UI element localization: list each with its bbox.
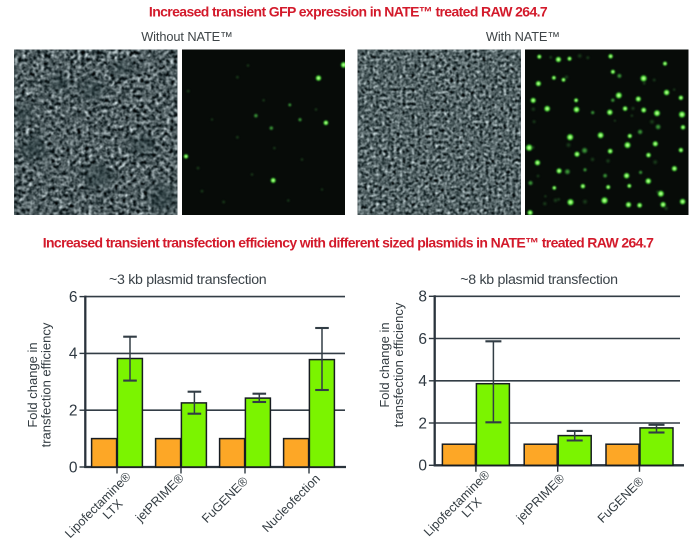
svg-text:transfection efficiency: transfection efficiency	[38, 322, 53, 447]
svg-text:Lipofectamine®LTX: Lipofectamine®LTX	[421, 467, 503, 539]
svg-text:FuGENE®: FuGENE®	[595, 473, 647, 525]
svg-text:Fold change in: Fold change in	[25, 342, 40, 427]
svg-text:Lipofectamine®LTX: Lipofectamine®LTX	[62, 469, 144, 539]
svg-text:jetPRIME®: jetPRIME®	[132, 470, 187, 525]
svg-text:4: 4	[418, 373, 427, 390]
svg-text:transfection efficiency: transfection efficiency	[391, 302, 406, 427]
svg-text:0: 0	[418, 458, 427, 475]
svg-text:Increased transient transfecti: Increased transient transfection efficie…	[43, 235, 654, 251]
svg-text:0: 0	[69, 459, 78, 476]
svg-text:Nucleofection: Nucleofection	[259, 471, 322, 534]
svg-text:~3 kb plasmid transfection: ~3 kb plasmid transfection	[109, 272, 266, 288]
svg-text:jetPRIME®: jetPRIME®	[513, 471, 568, 526]
svg-text:6: 6	[418, 331, 427, 348]
svg-text:2: 2	[418, 415, 427, 432]
svg-text:6: 6	[69, 289, 78, 306]
svg-text:~8 kb plasmid transfection: ~8 kb plasmid transfection	[460, 272, 617, 288]
svg-text:4: 4	[69, 346, 78, 363]
svg-text:FuGENE®: FuGENE®	[199, 473, 251, 525]
svg-text:With NATE™: With NATE™	[486, 29, 560, 44]
svg-text:8: 8	[418, 289, 427, 306]
svg-text:Without NATE™: Without NATE™	[141, 29, 233, 44]
svg-text:Increased transient GFP expres: Increased transient GFP expression in NA…	[149, 4, 548, 20]
svg-text:Fold change in: Fold change in	[377, 322, 392, 407]
svg-text:2: 2	[69, 403, 78, 420]
